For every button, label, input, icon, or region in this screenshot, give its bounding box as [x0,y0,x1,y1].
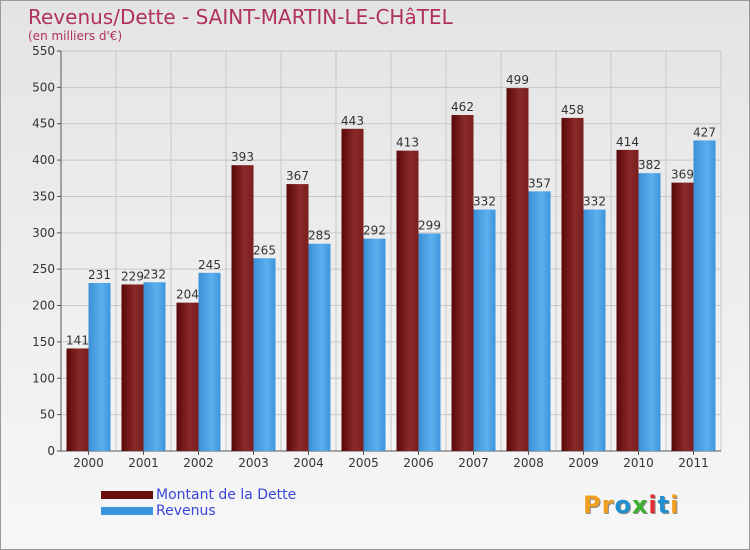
data-label-revenus: 292 [363,224,386,238]
y-tick-label: 350 [32,189,55,203]
x-tick-label: 2006 [403,456,434,470]
bar-dette [286,184,309,451]
bar-dette [671,182,694,452]
data-label-revenus: 299 [418,219,441,233]
bar-revenus [418,233,441,451]
bar-revenus [143,282,166,451]
bar-dette [616,149,639,451]
x-tick-label: 2005 [348,456,379,470]
logo-letter: o [614,491,632,519]
y-tick-label: 200 [32,299,55,313]
bar-revenus [253,258,276,451]
data-label-dette: 443 [341,114,364,128]
data-label-revenus: 245 [198,258,221,272]
bar-dette [396,150,419,452]
bar-revenus [88,283,111,451]
data-label-dette: 141 [66,333,89,347]
logo-letter: P [583,491,602,519]
data-label-dette: 458 [561,103,584,117]
data-label-dette: 367 [286,169,309,183]
bar-dette [341,128,364,451]
logo-letter: t [657,491,671,519]
x-tick-label: 2011 [678,456,709,470]
y-tick-label: 100 [32,371,55,385]
y-tick-label: 150 [32,335,55,349]
bar-dette [231,165,254,451]
bars-layer [66,88,716,452]
x-tick-label: 2000 [73,456,104,470]
bar-dette [451,115,474,451]
y-tick-label: 250 [32,262,55,276]
data-label-revenus: 332 [583,195,606,209]
data-label-dette: 499 [506,73,529,87]
bar-revenus [308,243,331,451]
data-label-dette: 413 [396,136,419,150]
y-tick-label: 550 [32,44,55,58]
y-tick-label: 500 [32,80,55,94]
grid-layer: 0 50 100 150 200 250 300 350 400 450 500 550 [32,44,722,458]
logo-letter: x [631,491,649,519]
legend-swatch-revenus [101,507,153,515]
logo-letter: r [601,491,615,519]
logo-letter: i [670,491,680,519]
chart-title: Revenus/Dette - SAINT-MARTIN-LE-CHâTEL [28,5,453,29]
data-label-revenus: 231 [88,268,111,282]
x-tick-label: 2008 [513,456,544,470]
bar-revenus [198,272,221,451]
bar-dette [176,302,199,451]
bar-revenus [583,209,606,451]
x-tick-label: 2009 [568,456,599,470]
bar-dette [121,284,144,451]
legend-swatch-dette [101,491,153,499]
x-tick-label: 2004 [293,456,324,470]
y-tick-label: 450 [32,117,55,131]
x-tick-label: 2003 [238,456,269,470]
data-label-revenus: 232 [143,267,166,281]
y-tick-label: 300 [32,226,55,240]
data-label-dette: 369 [671,168,694,182]
y-tick-label: 50 [40,408,55,422]
data-label-dette: 462 [451,100,474,114]
bar-revenus [473,209,496,451]
data-label-dette: 393 [231,150,254,164]
legend-label-revenus: Revenus [156,503,216,519]
logo-letter: i [648,491,658,519]
y-tick-label: 0 [47,444,55,458]
x-tick-label: 2010 [623,456,654,470]
y-tick-label: 400 [32,153,55,167]
bar-revenus [693,140,716,452]
bar-revenus [638,173,661,451]
x-tick-label: 2007 [458,456,489,470]
data-label-revenus: 357 [528,176,551,190]
bar-revenus [528,191,551,451]
x-tick-label: 2002 [183,456,214,470]
bar-revenus [363,238,386,451]
data-label-revenus: 285 [308,229,331,243]
data-label-dette: 229 [121,269,144,283]
bar-dette [506,88,529,451]
data-label-revenus: 427 [693,125,716,139]
x-tick-label: 2001 [128,456,159,470]
data-label-revenus: 382 [638,158,661,172]
chart-subtitle: (en milliers d'€) [28,29,123,43]
data-label-revenus: 265 [253,243,276,257]
bar-dette [66,348,89,451]
data-label-dette: 414 [616,135,639,149]
legend-label-dette: Montant de la Dette [156,487,297,503]
labels-layer: 2000 141 231 2001 229 232 2002 204 245 2003 393 265… [66,73,716,470]
proxiti-logo: Proxiti [583,491,679,519]
data-label-revenus: 332 [473,195,496,209]
bar-dette [561,117,584,451]
data-label-dette: 204 [176,288,199,302]
